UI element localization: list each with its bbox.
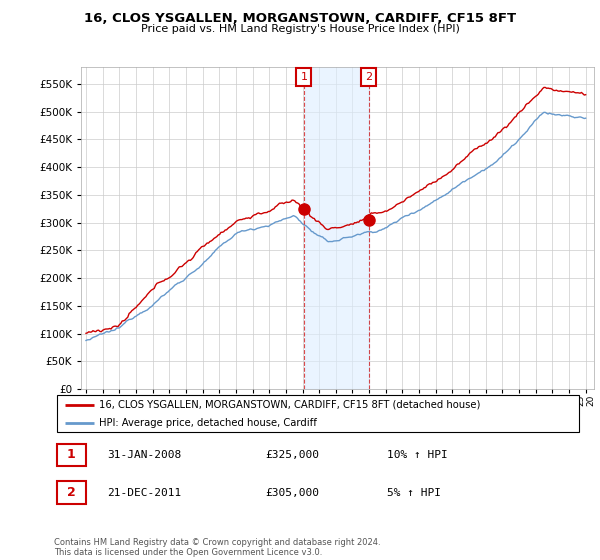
Text: 1: 1 xyxy=(67,449,76,461)
Text: 5% ↑ HPI: 5% ↑ HPI xyxy=(386,488,440,498)
FancyBboxPatch shape xyxy=(56,395,580,432)
Text: £305,000: £305,000 xyxy=(265,488,319,498)
Text: 16, CLOS YSGALLEN, MORGANSTOWN, CARDIFF, CF15 8FT: 16, CLOS YSGALLEN, MORGANSTOWN, CARDIFF,… xyxy=(84,12,516,25)
Text: 31-JAN-2008: 31-JAN-2008 xyxy=(107,450,181,460)
Text: Price paid vs. HM Land Registry's House Price Index (HPI): Price paid vs. HM Land Registry's House … xyxy=(140,24,460,34)
Text: 2: 2 xyxy=(67,486,76,500)
FancyBboxPatch shape xyxy=(56,444,86,466)
Text: 21-DEC-2011: 21-DEC-2011 xyxy=(107,488,181,498)
Text: 2: 2 xyxy=(365,72,372,82)
Text: 10% ↑ HPI: 10% ↑ HPI xyxy=(386,450,448,460)
Text: 16, CLOS YSGALLEN, MORGANSTOWN, CARDIFF, CF15 8FT (detached house): 16, CLOS YSGALLEN, MORGANSTOWN, CARDIFF,… xyxy=(99,400,480,409)
Text: Contains HM Land Registry data © Crown copyright and database right 2024.
This d: Contains HM Land Registry data © Crown c… xyxy=(54,538,380,557)
Text: £325,000: £325,000 xyxy=(265,450,319,460)
FancyBboxPatch shape xyxy=(56,482,86,504)
Text: 1: 1 xyxy=(301,72,307,82)
Text: HPI: Average price, detached house, Cardiff: HPI: Average price, detached house, Card… xyxy=(99,418,317,428)
